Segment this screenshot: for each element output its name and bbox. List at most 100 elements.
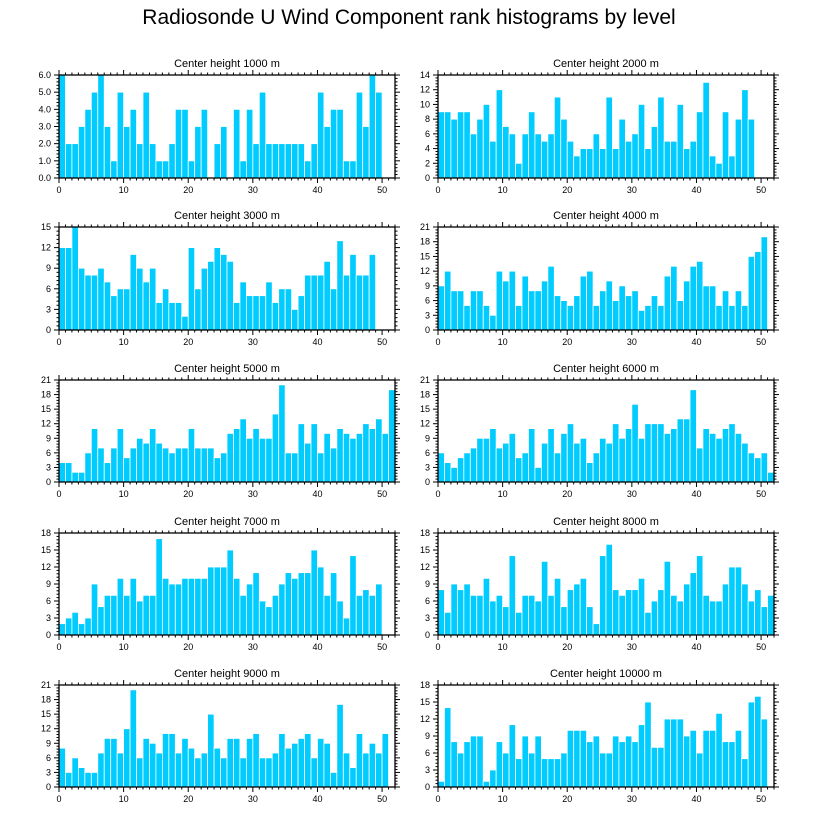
bar: [515, 758, 523, 788]
bar: [194, 577, 202, 636]
bar: [547, 265, 555, 331]
bar: [71, 471, 79, 483]
y-tick-label: 6: [46, 284, 51, 294]
bar: [650, 423, 659, 483]
bar: [278, 384, 286, 483]
bar: [291, 143, 299, 179]
bar: [734, 290, 743, 331]
x-tick-label: 40: [691, 642, 701, 652]
panel-6: Center height 7000 m 0 10 20 30 40 50 0 3 6 9 12 15 1…: [41, 516, 400, 652]
bar: [149, 143, 157, 179]
x-tick-label: 50: [756, 794, 766, 804]
bar: [58, 462, 66, 483]
bar: [323, 433, 331, 483]
x-tick-label: 20: [562, 794, 572, 804]
bar: [362, 423, 370, 483]
bar: [226, 260, 234, 331]
panel-title: Center height 3000 m: [174, 210, 280, 222]
bar: [469, 133, 478, 179]
bar: [624, 140, 633, 179]
bar: [657, 305, 665, 331]
bar: [644, 701, 652, 788]
bar: [747, 701, 756, 788]
bar: [592, 623, 600, 636]
y-tick-label: 3: [46, 613, 51, 623]
bar: [304, 733, 312, 788]
bar: [754, 589, 762, 636]
bar: [502, 606, 510, 636]
bar: [278, 733, 286, 788]
bar: [715, 162, 723, 179]
bar: [515, 611, 523, 636]
bar: [310, 757, 318, 788]
bar: [97, 447, 105, 483]
bar: [760, 718, 768, 788]
x-tick-label: 50: [377, 794, 387, 804]
bar: [336, 240, 344, 331]
bar: [245, 108, 254, 179]
x-tick-label: 10: [119, 794, 129, 804]
bar: [670, 428, 678, 483]
bar: [368, 74, 377, 179]
bar: [304, 274, 312, 331]
bar: [489, 600, 497, 636]
x-tick-label: 20: [183, 185, 193, 195]
bar: [349, 437, 357, 483]
y-tick-label: 6.0: [38, 70, 51, 80]
bar: [657, 746, 665, 788]
bar: [252, 143, 260, 179]
bar: [741, 583, 749, 636]
x-tick-label: 40: [691, 489, 701, 499]
y-tick-label: 2.0: [38, 139, 51, 149]
y-tick-label: 3: [46, 304, 51, 314]
bar: [258, 91, 267, 179]
page-title: Radiosonde U Wind Component rank histogr…: [142, 6, 676, 29]
bar: [631, 133, 639, 179]
bar: [323, 126, 331, 179]
bar: [84, 274, 92, 331]
bar: [77, 767, 86, 788]
bar: [375, 418, 383, 483]
bar: [573, 442, 581, 483]
y-tick-label: 12: [41, 724, 51, 734]
bar: [265, 281, 273, 331]
bar: [489, 769, 497, 788]
bar: [323, 594, 331, 636]
x-tick-label: 50: [377, 489, 387, 499]
bar: [521, 275, 529, 331]
x-tick-label: 10: [119, 642, 129, 652]
bar: [239, 418, 247, 483]
bar: [728, 566, 736, 636]
bar: [297, 572, 305, 636]
bar: [592, 305, 600, 331]
bar: [696, 447, 704, 483]
x-tick-label: 40: [691, 794, 701, 804]
bar: [252, 428, 260, 483]
bar: [534, 133, 542, 179]
bar: [605, 442, 613, 483]
bar: [155, 442, 163, 483]
bar: [599, 148, 607, 179]
bar: [534, 735, 542, 788]
panel-0: Center height 1000 m 0 10 20 30 40 50 0.0 1.0 2.0…: [38, 58, 400, 195]
x-tick-label: 30: [248, 185, 258, 195]
x-tick-label: 40: [691, 185, 701, 195]
bar: [284, 143, 293, 179]
bar: [553, 295, 562, 331]
bar: [708, 433, 717, 483]
y-tick-label: 3: [425, 613, 430, 623]
bar: [469, 735, 478, 788]
x-tick-label: 50: [377, 185, 387, 195]
bar: [258, 600, 267, 636]
bar: [187, 247, 196, 331]
bar: [728, 305, 736, 331]
bar: [747, 452, 756, 483]
bar: [362, 126, 370, 179]
bar: [103, 126, 112, 179]
y-tick-label: 8: [425, 114, 430, 124]
bar: [715, 600, 723, 636]
bar: [226, 738, 234, 788]
bar: [631, 403, 639, 483]
y-tick-label: 9: [425, 731, 430, 741]
y-tick-label: 9: [46, 579, 51, 589]
